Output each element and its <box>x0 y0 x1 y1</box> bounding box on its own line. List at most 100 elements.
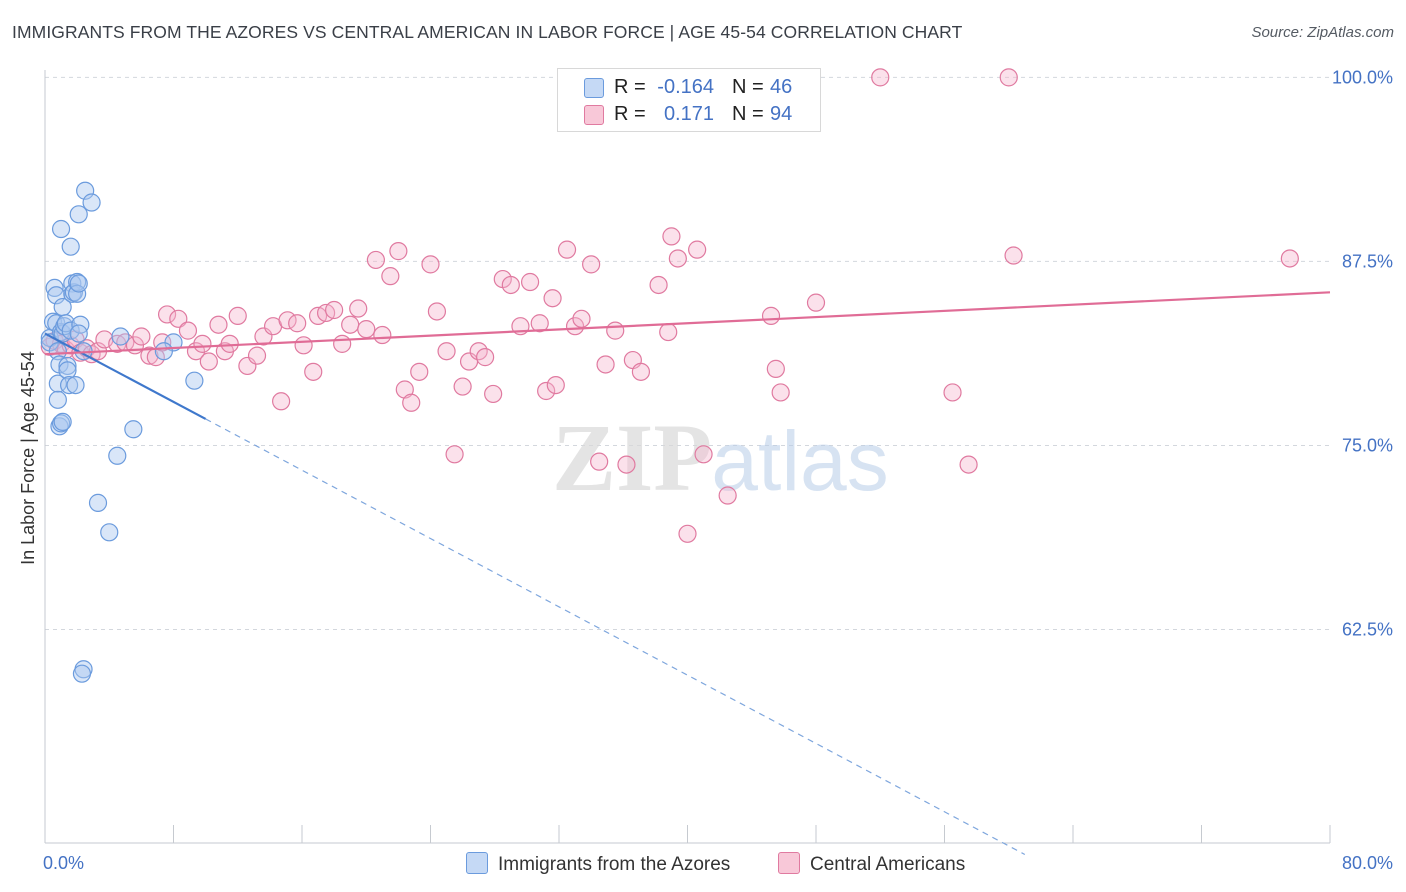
azores-point <box>100 523 119 542</box>
trend-lines <box>44 291 1331 856</box>
azores-point <box>124 420 143 439</box>
central-americans-point <box>437 342 456 361</box>
central-americans-point <box>520 272 540 292</box>
x-tick-label-max: 80.0% <box>1342 853 1393 873</box>
central-americans-point <box>325 300 344 320</box>
central-americans-point <box>199 352 218 371</box>
y-tick-label: 100.0% <box>1332 67 1393 87</box>
central-americans-point <box>530 314 549 333</box>
central-americans-point <box>766 359 785 378</box>
bottom-legend-label-central-americans: Central Americans <box>810 854 966 875</box>
azores-point <box>53 412 72 431</box>
azores-point <box>111 327 130 346</box>
central-americans-point <box>617 455 636 474</box>
central-americans-point <box>718 486 737 505</box>
azores-trend-line <box>44 332 207 420</box>
central-americans-point <box>373 325 392 345</box>
central-americans-point <box>537 381 556 401</box>
central-americans-point <box>590 452 609 471</box>
x-tick-label-min: 0.0% <box>43 853 84 873</box>
legend-r-label: R = <box>614 76 646 98</box>
azores-point <box>76 181 95 200</box>
central-americans-point <box>694 445 713 464</box>
central-americans-point <box>427 302 447 321</box>
azores-point <box>48 342 67 361</box>
azores-point <box>61 237 80 256</box>
legend-r-value: -0.164 <box>657 76 714 98</box>
bottom-legend-central-americans: Central Americans <box>778 852 965 876</box>
central-americans-point <box>304 362 323 381</box>
azores-point <box>69 274 88 293</box>
central-americans-point <box>389 242 408 261</box>
azores-point <box>48 390 67 409</box>
bottom-legend-label-azores: Immigrants from the Azores <box>498 854 731 875</box>
bottom-legend-azores: Immigrants from the Azores <box>466 852 730 876</box>
central-americans-point <box>959 455 978 474</box>
central-americans-point <box>220 334 239 353</box>
central-americans-point <box>381 267 400 286</box>
central-americans-point <box>484 384 503 404</box>
central-americans-point <box>659 322 678 342</box>
central-americans-point <box>761 306 781 325</box>
y-tick-label: 62.5% <box>1342 620 1393 640</box>
central-americans-point <box>999 68 1018 87</box>
central-americans-point <box>631 362 651 381</box>
azores-point <box>185 371 204 390</box>
grid-lines <box>45 76 1330 631</box>
central-americans-point <box>582 255 601 274</box>
central-americans-point <box>228 306 247 325</box>
central-americans-point <box>288 314 307 333</box>
azores-trend-extension <box>205 418 1026 856</box>
central-americans-point <box>546 375 565 395</box>
central-americans-point <box>366 250 385 270</box>
azores-point <box>69 324 88 343</box>
legend-swatch-azores <box>584 78 604 98</box>
azores-point <box>108 446 127 465</box>
legend-r-value: 0.171 <box>663 103 714 125</box>
azores-point <box>47 286 66 305</box>
y-tick-label: 87.5% <box>1342 251 1393 271</box>
azores-point <box>51 219 71 239</box>
central-americans-point <box>806 293 826 312</box>
azores-point <box>66 375 85 395</box>
central-americans-point <box>410 362 429 381</box>
central-americans-point <box>421 255 440 274</box>
central-americans-point <box>871 68 890 87</box>
chart-title: IMMIGRANTS FROM THE AZORES VS CENTRAL AM… <box>12 22 963 42</box>
central-americans-point <box>294 336 313 355</box>
central-americans-point <box>453 377 472 396</box>
y-axis-label: In Labor Force | Age 45-54 <box>18 351 38 565</box>
azores-point <box>88 493 108 512</box>
central-americans-point <box>501 275 520 295</box>
central-americans-point <box>178 321 198 340</box>
central-americans-point <box>662 227 681 246</box>
central-americans-point <box>572 309 591 328</box>
central-americans-point <box>193 334 212 353</box>
watermark-atlas: atlas <box>711 414 888 508</box>
legend-n-label: N = <box>732 103 764 125</box>
central-americans-point <box>402 393 421 412</box>
azores-point <box>82 193 101 212</box>
central-americans-point <box>668 249 687 268</box>
central-americans-point <box>169 309 188 328</box>
central-americans-point <box>649 275 668 295</box>
legend-swatch-central-americans <box>584 105 604 125</box>
azores-point <box>58 361 77 380</box>
central-americans-point <box>333 334 352 353</box>
azores-point <box>59 375 79 395</box>
central-americans-point <box>157 305 177 324</box>
central-americans-point <box>688 240 707 259</box>
central-americans-point <box>1280 249 1299 268</box>
azores-point <box>58 356 77 376</box>
central-americans-point <box>341 315 360 334</box>
bottom-legend-swatch-central-americans <box>778 852 800 874</box>
azores-point <box>154 342 173 361</box>
central-americans-point <box>476 348 495 367</box>
source-label: Source: ZipAtlas.com <box>1251 24 1394 41</box>
central-americans-point <box>209 315 228 334</box>
central-americans-point <box>543 289 562 308</box>
central-americans-point <box>272 392 291 411</box>
central-americans-point <box>140 346 159 365</box>
central-americans-point <box>445 445 464 464</box>
